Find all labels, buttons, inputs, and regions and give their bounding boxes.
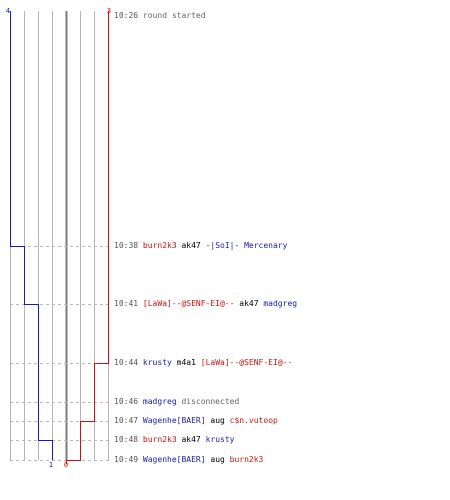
system-message: disconnected	[181, 397, 240, 406]
killer-name: burn2k3	[142, 241, 177, 250]
victim-name: burn2k3	[229, 455, 264, 464]
event-row: 10:38 burn2k3 ak47 -|SoI|- Mercenary	[114, 241, 287, 251]
event-row: 10:49 Wagenhe[BAER] aug burn2k3	[114, 455, 263, 465]
event-time: 10:26	[114, 11, 139, 20]
player-grid	[10, 11, 109, 460]
event-row: 10:46 madgreg disconnected	[114, 397, 239, 407]
event-guide-lines	[10, 246, 112, 461]
event-time: 10:47	[114, 416, 139, 425]
victim-name: [LaWa]--@SENF-EI@--	[200, 358, 293, 367]
red-start-count: 3	[107, 7, 111, 15]
killer-name: burn2k3	[142, 435, 177, 444]
killer-name: [LaWa]--@SENF-EI@--	[142, 299, 235, 308]
red-end-count: 0	[64, 461, 68, 469]
event-time: 10:48	[114, 435, 139, 444]
player-name: madgreg	[142, 397, 177, 406]
weapon-name: ak47	[239, 299, 259, 308]
blue-team-score-line	[10, 11, 53, 460]
victim-name: c$n.vutoop	[229, 416, 278, 425]
event-time: 10:38	[114, 241, 139, 250]
killer-name: krusty	[142, 358, 172, 367]
red-team-score-line	[66, 11, 109, 464]
event-time: 10:41	[114, 299, 139, 308]
event-row: 10:47 Wagenhe[BAER] aug c$n.vutoop	[114, 416, 278, 426]
event-row: 10:41 [LaWa]--@SENF-EI@-- ak47 madgreg	[114, 299, 297, 309]
weapon-name: ak47	[181, 241, 201, 250]
victim-name: madgreg	[263, 299, 298, 308]
weapon-name: ak47	[181, 435, 201, 444]
system-message: round started	[142, 11, 206, 20]
killer-name: Wagenhe[BAER]	[142, 416, 206, 425]
event-time: 10:49	[114, 455, 139, 464]
victim-name: krusty	[205, 435, 235, 444]
weapon-name: aug	[210, 416, 225, 425]
event-time: 10:46	[114, 397, 139, 406]
killer-name: Wagenhe[BAER]	[142, 455, 206, 464]
event-row: 10:26 round started	[114, 11, 206, 21]
event-time: 10:44	[114, 358, 139, 367]
victim-name: -|SoI|- Mercenary	[205, 241, 288, 250]
weapon-name: aug	[210, 455, 225, 464]
weapon-name: m4a1	[176, 358, 196, 367]
blue-end-count: 1	[49, 461, 53, 469]
blue-start-count: 4	[6, 7, 10, 15]
event-row: 10:48 burn2k3 ak47 krusty	[114, 435, 234, 445]
event-row: 10:44 krusty m4a1 [LaWa]--@SENF-EI@--	[114, 358, 292, 368]
